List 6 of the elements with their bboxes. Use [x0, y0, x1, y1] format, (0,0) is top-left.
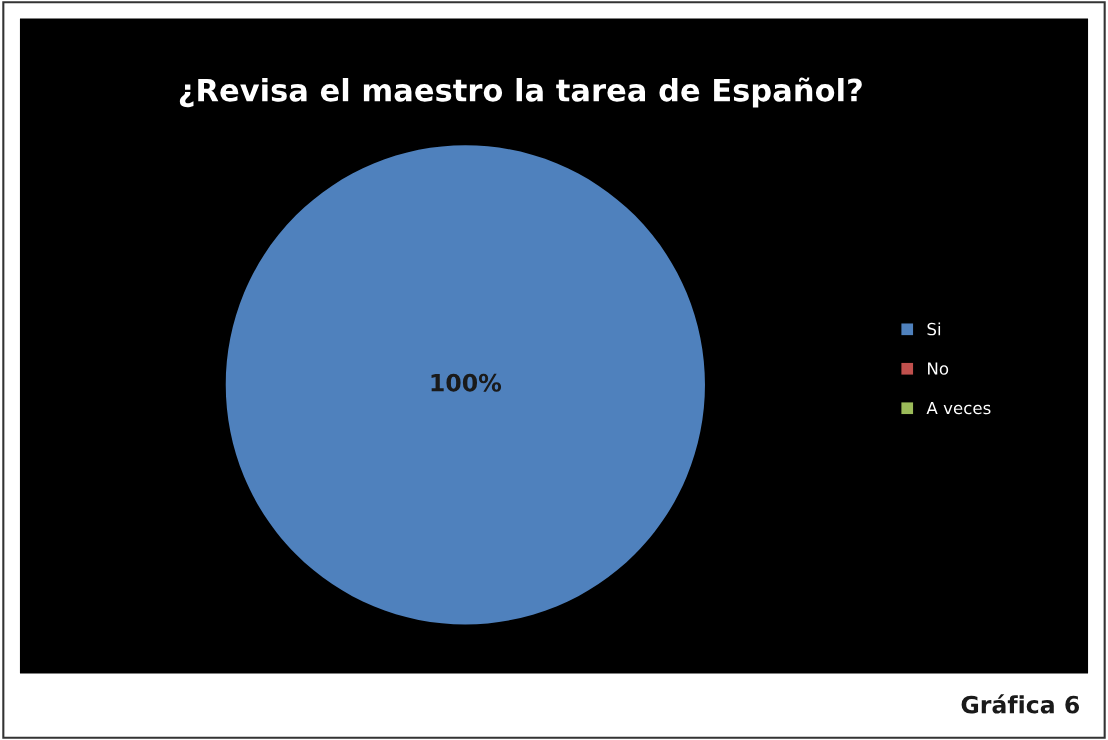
legend-label: Si — [927, 322, 941, 336]
text: Gráfica 6 — [961, 694, 1080, 714]
legend-label: No — [928, 362, 949, 375]
data-label: 100% — [431, 373, 502, 392]
chart-title: ¿Revisa el maestro la tarea de Español? — [179, 77, 862, 108]
legend-label: A veces — [926, 401, 991, 415]
